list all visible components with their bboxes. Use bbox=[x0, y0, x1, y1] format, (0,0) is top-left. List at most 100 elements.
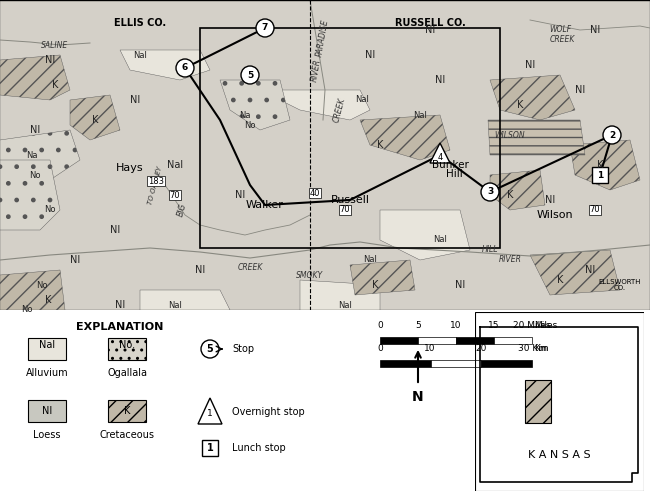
Text: NI: NI bbox=[235, 190, 245, 200]
Text: 5: 5 bbox=[207, 344, 213, 354]
Polygon shape bbox=[0, 55, 70, 100]
Text: 70: 70 bbox=[590, 205, 601, 214]
Text: NI: NI bbox=[45, 55, 55, 65]
Text: RUSSELL CO.: RUSSELL CO. bbox=[395, 18, 465, 28]
Text: Alluvium: Alluvium bbox=[26, 368, 68, 378]
Text: NI: NI bbox=[575, 85, 585, 95]
Polygon shape bbox=[490, 75, 575, 120]
Text: No: No bbox=[21, 306, 32, 314]
Text: NI: NI bbox=[435, 75, 445, 85]
Text: Cretaceous: Cretaceous bbox=[99, 430, 155, 440]
Polygon shape bbox=[380, 210, 470, 260]
Text: No: No bbox=[244, 121, 255, 129]
Polygon shape bbox=[0, 0, 650, 310]
Text: 1: 1 bbox=[597, 171, 603, 180]
Text: 2: 2 bbox=[609, 130, 615, 139]
Circle shape bbox=[241, 66, 259, 84]
Text: SALINE: SALINE bbox=[42, 41, 69, 50]
Polygon shape bbox=[488, 120, 585, 155]
Text: NI: NI bbox=[365, 50, 375, 60]
Polygon shape bbox=[120, 50, 210, 80]
Text: Nal: Nal bbox=[338, 301, 352, 310]
Text: RIVER: RIVER bbox=[499, 255, 521, 264]
Text: K: K bbox=[124, 406, 130, 416]
Text: CREEK: CREEK bbox=[549, 36, 575, 45]
Bar bbox=[380, 360, 431, 367]
Text: NI: NI bbox=[545, 195, 555, 205]
Text: 7: 7 bbox=[262, 23, 268, 33]
Text: WILSON: WILSON bbox=[495, 130, 525, 139]
Text: Nal: Nal bbox=[168, 301, 182, 310]
Text: K: K bbox=[377, 140, 384, 150]
Bar bbox=[28, 338, 66, 360]
Text: CREEK: CREEK bbox=[237, 263, 263, 272]
Circle shape bbox=[201, 340, 219, 358]
Text: NI: NI bbox=[425, 25, 435, 35]
Circle shape bbox=[256, 19, 274, 37]
Text: K: K bbox=[92, 115, 98, 125]
Polygon shape bbox=[70, 95, 120, 140]
Text: 70: 70 bbox=[170, 190, 180, 199]
Text: Nal: Nal bbox=[355, 96, 369, 105]
Text: Na: Na bbox=[26, 150, 38, 160]
Text: Wilson: Wilson bbox=[537, 210, 573, 220]
Polygon shape bbox=[0, 270, 65, 310]
Text: SMOKY: SMOKY bbox=[296, 270, 324, 280]
Text: 20 Miles: 20 Miles bbox=[514, 321, 551, 330]
Bar bbox=[482, 360, 532, 367]
Text: 1: 1 bbox=[207, 443, 213, 453]
Circle shape bbox=[176, 59, 194, 77]
Polygon shape bbox=[490, 170, 545, 210]
Polygon shape bbox=[430, 143, 450, 163]
Text: N: N bbox=[412, 390, 424, 404]
Text: Nal: Nal bbox=[433, 236, 447, 245]
Polygon shape bbox=[280, 90, 370, 120]
Text: NI: NI bbox=[110, 225, 120, 235]
Text: No: No bbox=[44, 205, 56, 214]
Text: HILL: HILL bbox=[482, 246, 499, 254]
Text: K: K bbox=[52, 80, 58, 90]
Text: 0: 0 bbox=[377, 321, 383, 330]
Text: Overnight stop: Overnight stop bbox=[232, 407, 305, 417]
Text: Russell: Russell bbox=[330, 195, 369, 205]
Bar bbox=[431, 360, 482, 367]
Polygon shape bbox=[0, 160, 60, 230]
Text: TO OAKLEY: TO OAKLEY bbox=[147, 165, 163, 205]
Text: K: K bbox=[45, 295, 51, 305]
Text: 3: 3 bbox=[487, 187, 493, 196]
Text: K A N S A S: K A N S A S bbox=[528, 450, 590, 460]
Text: Nal: Nal bbox=[413, 111, 427, 120]
Text: NI: NI bbox=[115, 300, 125, 310]
Text: Lunch stop: Lunch stop bbox=[232, 443, 286, 453]
Bar bbox=[456, 337, 494, 344]
Text: K: K bbox=[517, 100, 523, 110]
Bar bbox=[202, 440, 218, 456]
Text: EXPLANATION: EXPLANATION bbox=[76, 322, 164, 332]
Text: No: No bbox=[29, 171, 41, 180]
Text: 15: 15 bbox=[488, 321, 500, 330]
Text: Km: Km bbox=[534, 344, 549, 353]
Text: WOLF: WOLF bbox=[549, 25, 571, 35]
Text: ELLSWORTH
CO.: ELLSWORTH CO. bbox=[599, 278, 642, 292]
Polygon shape bbox=[220, 80, 290, 130]
Text: 6: 6 bbox=[182, 63, 188, 72]
Polygon shape bbox=[140, 290, 230, 310]
Text: NI: NI bbox=[30, 125, 40, 135]
Text: 4: 4 bbox=[437, 152, 443, 162]
Text: Nal: Nal bbox=[39, 340, 55, 350]
Text: Nal: Nal bbox=[363, 255, 377, 264]
Text: 1: 1 bbox=[207, 409, 213, 418]
Text: NI: NI bbox=[70, 255, 80, 265]
Bar bbox=[592, 167, 608, 183]
Bar bbox=[418, 337, 456, 344]
Polygon shape bbox=[360, 115, 450, 160]
Text: 5: 5 bbox=[415, 321, 421, 330]
Bar bbox=[494, 337, 532, 344]
Text: Loess: Loess bbox=[33, 430, 60, 440]
Text: 30 Km: 30 Km bbox=[517, 344, 547, 353]
Text: NI: NI bbox=[42, 406, 52, 416]
Circle shape bbox=[603, 126, 621, 144]
Polygon shape bbox=[198, 398, 222, 424]
Text: No: No bbox=[36, 281, 47, 290]
Text: ELLIS CO.: ELLIS CO. bbox=[114, 18, 166, 28]
